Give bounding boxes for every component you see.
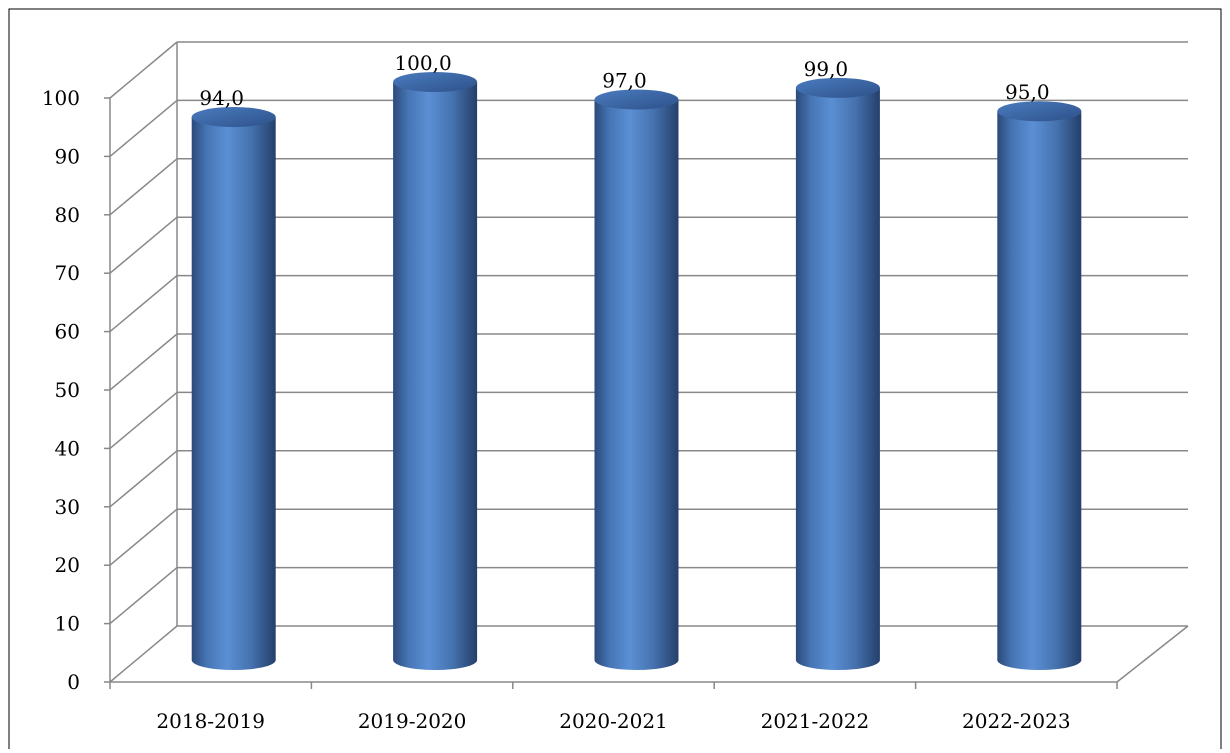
gridline-diagonal (109, 391, 178, 449)
y-tick-label: 50 (55, 378, 80, 402)
gridline-diagonal (109, 567, 178, 625)
bar (191, 107, 276, 671)
y-tick-label: 100 (42, 86, 80, 110)
gridline-diagonal (109, 450, 178, 508)
outer-border (8, 8, 1222, 753)
bar-top (191, 107, 276, 128)
y-tick-label: 40 (55, 436, 80, 460)
gridline-diagonal (109, 41, 178, 99)
bar-body (393, 82, 478, 670)
gridline-diagonal (109, 508, 178, 566)
bar-body (594, 99, 679, 670)
x-tick-label: 2018-2019 (156, 709, 265, 733)
floor-right-edge (1116, 625, 1189, 683)
data-label: 95,0 (1005, 80, 1050, 104)
bar-top (594, 89, 679, 110)
bar (997, 101, 1082, 671)
gridline-diagonal (109, 333, 178, 391)
bar-body (997, 111, 1082, 671)
bar-top (997, 101, 1082, 122)
bar-body (795, 87, 880, 671)
x-tick-label: 2021-2022 (761, 709, 870, 733)
data-label: 94,0 (199, 86, 244, 110)
x-tick-label: 2020-2021 (559, 709, 668, 733)
x-tick-label: 2019-2020 (358, 709, 467, 733)
bar-top (795, 77, 880, 98)
y-tick-label: 90 (55, 144, 80, 168)
y-tick-label: 20 (55, 553, 80, 577)
gridline-diagonal (109, 99, 178, 157)
data-label: 100,0 (394, 51, 451, 75)
gridline-diagonal (109, 216, 178, 274)
bar-body (191, 117, 276, 671)
data-label: 97,0 (602, 69, 647, 93)
y-tick-label: 80 (55, 203, 80, 227)
y-tick-label: 10 (55, 612, 80, 636)
x-tick-label: 2022-2023 (962, 709, 1071, 733)
gridline-diagonal (109, 275, 178, 333)
y-tick-label: 0 (67, 670, 80, 694)
y-tick-label: 30 (55, 495, 80, 519)
y-tick-label: 70 (55, 261, 80, 285)
bar-top (393, 72, 478, 92)
bar (594, 89, 679, 670)
floor-left-edge (109, 625, 178, 683)
bar (393, 72, 478, 670)
data-label: 99,0 (804, 57, 849, 81)
bar (795, 77, 880, 671)
gridline-diagonal (109, 158, 178, 216)
y-tick-label: 60 (55, 320, 80, 344)
